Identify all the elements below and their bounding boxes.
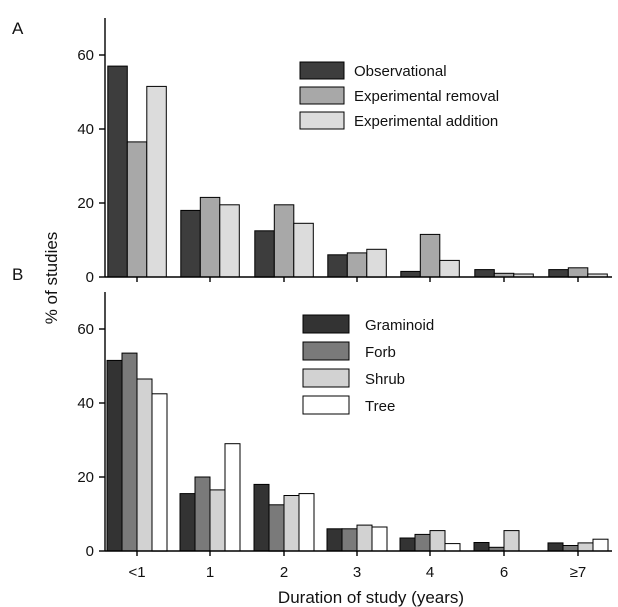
bar	[327, 254, 348, 278]
bar	[298, 493, 315, 552]
legend-swatch	[302, 314, 350, 334]
x-tick-label: 6	[500, 564, 508, 581]
panel-label: A	[12, 19, 24, 38]
bar	[399, 537, 416, 552]
legend-label: Forb	[365, 344, 396, 361]
panel-label: B	[12, 265, 23, 284]
legend-label: Observational	[354, 63, 447, 80]
panel-a: A 0 20 40 60 Observational Experimental remova…	[12, 18, 612, 286]
bar	[547, 542, 564, 552]
legend-swatch	[302, 395, 350, 415]
bar	[293, 222, 314, 278]
legend-swatch	[299, 111, 345, 130]
x-tick-label: 1	[206, 564, 214, 581]
bar	[209, 489, 226, 552]
legend-swatch	[299, 86, 345, 105]
bar	[366, 248, 387, 278]
bar	[341, 528, 358, 552]
bar	[268, 504, 285, 552]
bar	[136, 378, 153, 552]
bar	[179, 493, 196, 552]
bar	[273, 204, 295, 278]
bar	[283, 495, 300, 552]
bar	[567, 267, 589, 278]
bar	[254, 230, 275, 278]
legend-label: Experimental removal	[354, 88, 499, 105]
x-tick-label: 4	[426, 564, 434, 581]
bar	[126, 141, 148, 278]
bar	[253, 483, 270, 552]
x-tick-label: <1	[128, 564, 145, 581]
bar	[439, 259, 460, 278]
panel-b: B 0 20 40 60 <1 1 2 3 4 6 ≥7 Graminoid Forb Shrub Tree	[12, 265, 612, 581]
bar	[577, 542, 594, 552]
bar	[106, 359, 123, 552]
y-tick-label: 0	[86, 543, 94, 560]
x-tick-label: 3	[353, 564, 361, 581]
y-tick-label: 20	[77, 195, 94, 212]
legend-label: Tree	[365, 398, 395, 415]
legend-swatch	[302, 341, 350, 361]
bar	[180, 209, 201, 278]
x-tick-label: ≥7	[570, 564, 587, 581]
bar	[503, 530, 520, 552]
x-tick-label: 2	[280, 564, 288, 581]
y-tick-label: 40	[77, 121, 94, 138]
bar	[107, 65, 128, 278]
bar	[592, 538, 609, 552]
legend-label: Graminoid	[365, 317, 434, 334]
bar	[473, 542, 490, 552]
bar	[429, 530, 446, 552]
legend: Graminoid Forb Shrub Tree	[302, 314, 434, 415]
legend-swatch	[299, 61, 345, 80]
bar	[444, 543, 461, 552]
y-tick-label: 60	[77, 321, 94, 338]
x-axis-title: Duration of study (years)	[278, 588, 464, 607]
bar	[219, 204, 240, 278]
bar	[146, 85, 167, 278]
bar	[356, 524, 373, 552]
bar	[224, 443, 241, 552]
bar	[562, 545, 579, 552]
bar	[419, 233, 441, 278]
y-tick-label: 60	[77, 47, 94, 64]
bar	[346, 252, 368, 278]
y-axis-title: % of studies	[42, 232, 61, 325]
bar	[121, 352, 138, 552]
bar	[400, 270, 421, 278]
bar	[548, 269, 569, 278]
bar	[414, 533, 431, 552]
legend-label: Shrub	[365, 371, 405, 388]
y-tick-label: 40	[77, 395, 94, 412]
y-tick-label: 0	[86, 269, 94, 286]
legend-swatch	[302, 368, 350, 388]
y-tick-label: 20	[77, 469, 94, 486]
bar	[194, 476, 211, 552]
bar	[151, 393, 168, 552]
legend-label: Experimental addition	[354, 113, 498, 130]
bar	[474, 269, 495, 278]
bar	[326, 528, 343, 552]
bar	[199, 196, 221, 278]
legend: Observational Experimental removal Experim…	[299, 61, 499, 130]
bar	[371, 526, 388, 552]
